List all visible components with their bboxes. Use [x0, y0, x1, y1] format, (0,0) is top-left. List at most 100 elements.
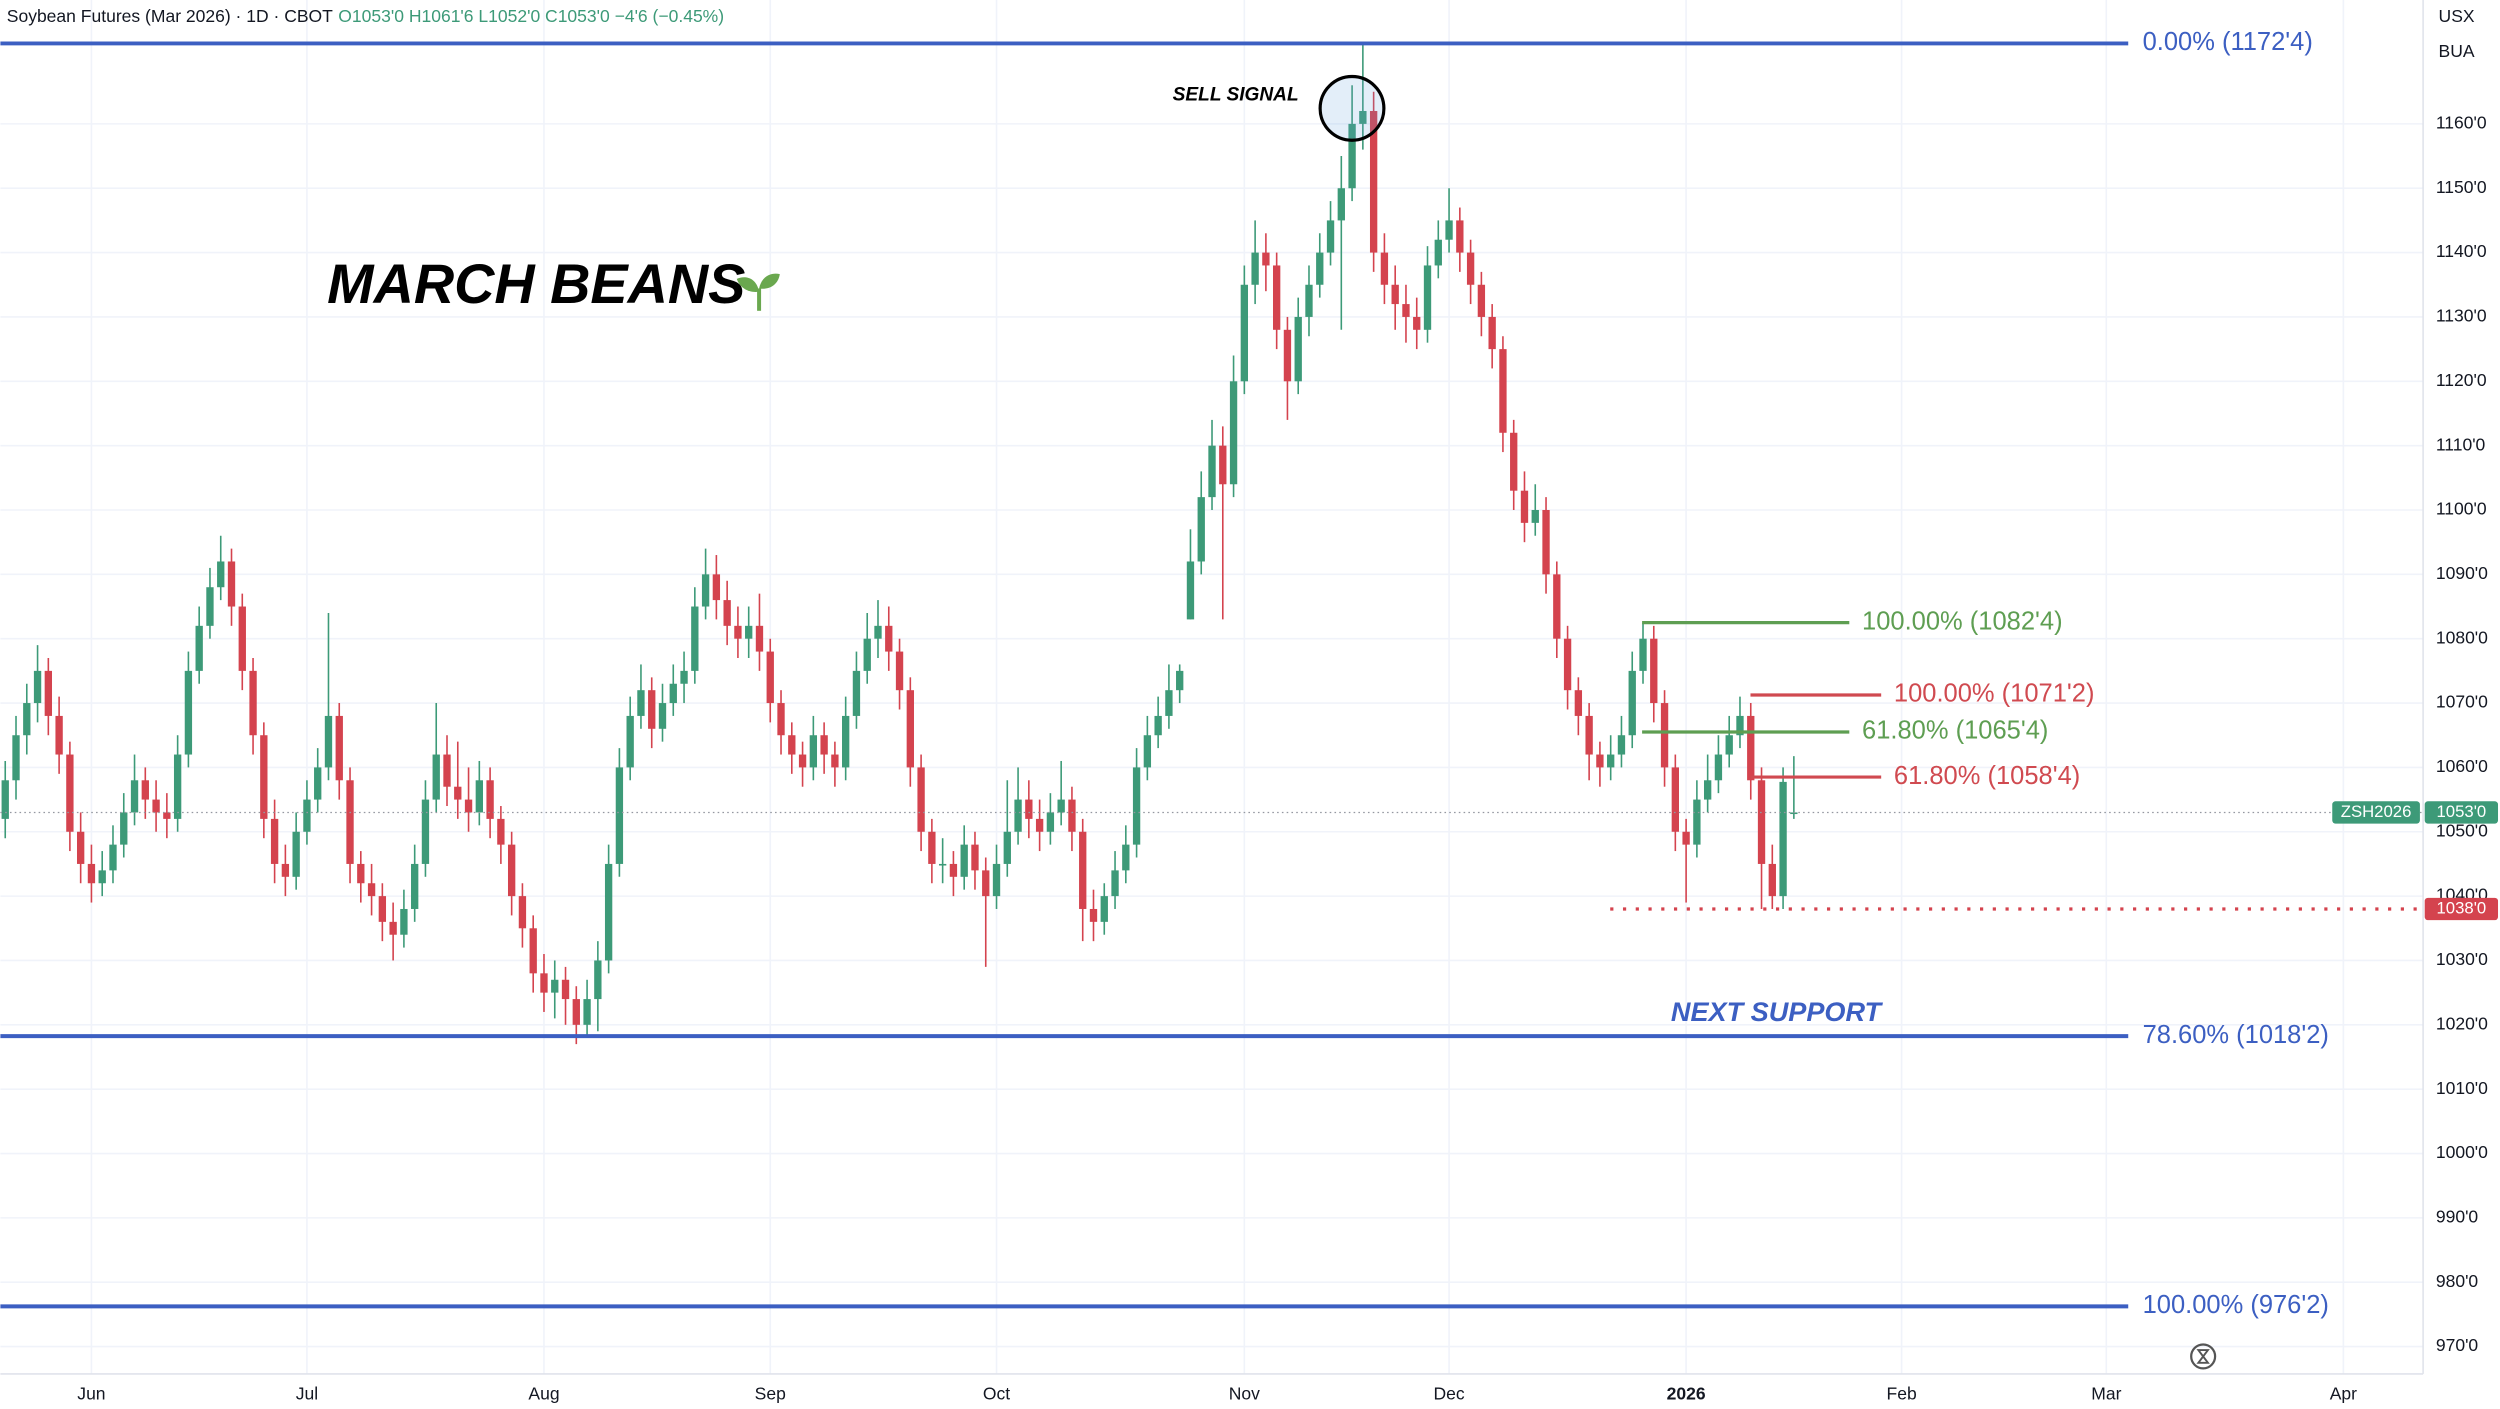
candle-body: [680, 670, 688, 684]
last-price-tag: [2424, 801, 2499, 824]
candle-body: [281, 863, 290, 877]
y-tick-label: 1000'0: [2436, 1142, 2488, 1162]
candle-body: [195, 625, 203, 671]
candle-body: [411, 863, 419, 909]
x-tick-label: Feb: [1887, 1383, 1917, 1403]
candle-body: [1294, 316, 1302, 382]
candle-body: [66, 754, 74, 832]
candle-body: [1779, 781, 1787, 897]
candle-body: [173, 754, 182, 819]
candle-body: [1326, 220, 1335, 253]
candle-body: [1197, 497, 1205, 562]
candle-body: [831, 754, 839, 768]
y-tick-label: 1140'0: [2436, 241, 2487, 261]
candle-body: [971, 844, 979, 871]
y-tick-label: 1050'0: [2436, 820, 2488, 840]
y-tick-label: 1070'0: [2436, 692, 2488, 712]
chart-title: MARCH BEANS: [327, 253, 745, 315]
candle-body: [1477, 284, 1486, 317]
symbol-tag: [2332, 801, 2420, 824]
y-tick-label: 1110'0: [2436, 434, 2486, 454]
candle-body: [1413, 316, 1421, 330]
candle-body: [475, 780, 483, 813]
header-ohlc: O1053'0 H1061'6 L1052'0 C1053'0 −4'6 (−0…: [338, 6, 724, 26]
candle-body: [1176, 670, 1184, 691]
candle-body: [1165, 690, 1173, 716]
candle-body: [346, 780, 354, 864]
x-tick-label: Apr: [2330, 1383, 2357, 1403]
candle-body: [238, 606, 246, 671]
candle-body: [1391, 284, 1399, 305]
candle-body: [734, 625, 742, 639]
fib-label: 78.60% (1018'2): [2143, 1021, 2329, 1049]
candle-body: [486, 780, 494, 819]
candle-body: [1359, 111, 1367, 124]
candle-body: [389, 921, 397, 935]
candle-body: [766, 651, 774, 704]
fib-label: 100.00% (1071'2): [1894, 680, 2095, 708]
y-tick-label: 1010'0: [2436, 1078, 2488, 1098]
candle-body: [217, 561, 225, 588]
candle-body: [1251, 252, 1259, 285]
y-tick-label: 990'0: [2436, 1207, 2479, 1227]
candle-body: [130, 780, 139, 813]
last-price-label: 1053'0: [2437, 802, 2487, 821]
y-tick-label: 1030'0: [2436, 949, 2488, 969]
y-tick-label: 1120'0: [2436, 370, 2487, 390]
candle-body: [1337, 188, 1345, 221]
candle-body: [551, 979, 559, 993]
fib-label: 100.00% (1082'4): [1862, 607, 2063, 635]
candle-body: [615, 767, 624, 864]
y-tick-label: 1080'0: [2436, 627, 2488, 647]
candle-body: [378, 896, 387, 922]
candle-body: [637, 690, 645, 716]
y-tick-label: 1060'0: [2436, 756, 2488, 776]
candle-body: [992, 863, 1001, 897]
candle-body: [701, 574, 710, 607]
candle-body: [152, 799, 160, 813]
candle-body: [432, 754, 440, 800]
candle-body: [1219, 445, 1227, 485]
candle-body: [1617, 735, 1626, 755]
candle-body: [1682, 831, 1690, 845]
fib-label: 100.00% (976'2): [2143, 1291, 2329, 1319]
unit: BUA: [2439, 41, 2475, 61]
support-price-tag: [2424, 897, 2499, 921]
candle-body: [1725, 735, 1733, 755]
candle-body: [777, 703, 785, 736]
x-tick-label: Aug: [528, 1383, 559, 1403]
candle-body: [1768, 863, 1776, 897]
candle-body: [120, 812, 128, 845]
candle-body: [745, 625, 753, 639]
next-support-label: NEXT SUPPORT: [1671, 996, 1884, 1027]
candle-body: [1186, 561, 1195, 620]
candle-body: [270, 818, 279, 864]
candle-body: [1542, 509, 1550, 575]
fib-label: 0.00% (1172'4): [2143, 28, 2313, 56]
candle-body: [1208, 445, 1216, 498]
fib-label: 61.80% (1058'4): [1894, 762, 2080, 790]
candle-body: [184, 670, 193, 755]
sell-signal-circle: [1318, 74, 1386, 142]
candle-body: [314, 767, 322, 800]
candle-body: [1757, 780, 1766, 864]
candle-body: [76, 831, 85, 864]
candle-body: [1531, 509, 1539, 523]
candle-body: [400, 908, 408, 935]
candle-body: [1660, 703, 1669, 768]
candle-body: [1089, 908, 1098, 922]
candle-body: [163, 812, 171, 819]
candle-body: [1380, 252, 1389, 285]
candle-body: [507, 844, 516, 897]
candle-body: [820, 735, 828, 755]
y-tick-label: 1020'0: [2436, 1013, 2488, 1033]
x-tick-label: Oct: [983, 1383, 1010, 1403]
candle-body: [1014, 799, 1022, 832]
candle-body: [464, 799, 473, 813]
candle-body: [443, 754, 451, 787]
candle-body: [227, 561, 236, 607]
candle-body: [1316, 252, 1324, 285]
y-tick-label: 970'0: [2436, 1335, 2479, 1355]
candle-body: [1703, 780, 1712, 800]
